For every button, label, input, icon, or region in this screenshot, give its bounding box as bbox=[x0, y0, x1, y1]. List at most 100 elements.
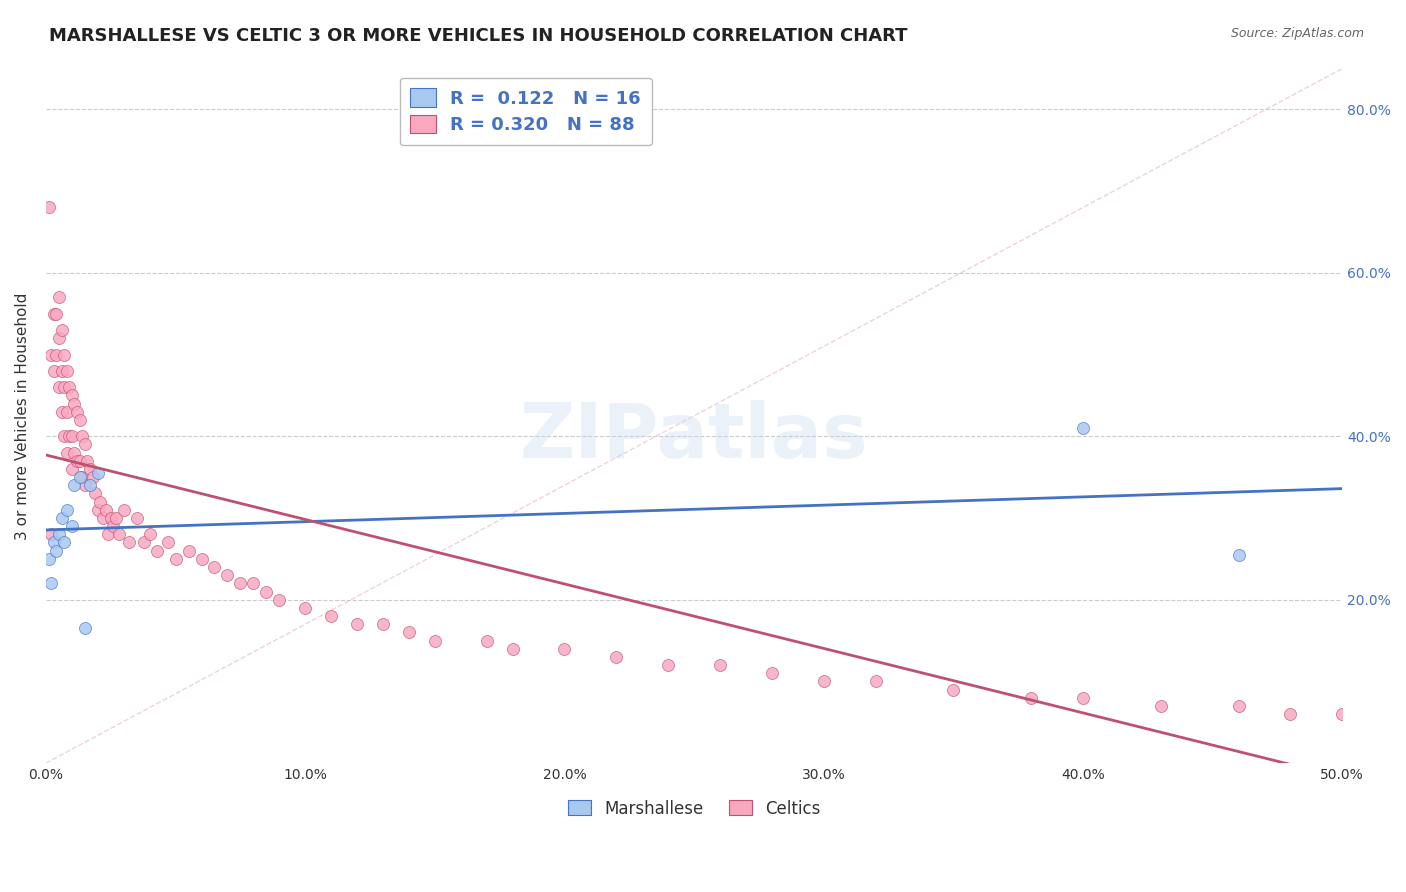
Point bbox=[242, 576, 264, 591]
Point bbox=[69, 413, 91, 427]
Point bbox=[60, 462, 83, 476]
Point bbox=[1227, 548, 1250, 562]
Point bbox=[605, 649, 627, 664]
Point bbox=[53, 380, 76, 394]
Point bbox=[97, 527, 120, 541]
Point bbox=[45, 543, 67, 558]
Point bbox=[38, 551, 60, 566]
Point bbox=[60, 429, 83, 443]
Point bbox=[51, 323, 73, 337]
Point bbox=[146, 543, 169, 558]
Point bbox=[94, 503, 117, 517]
Point bbox=[38, 201, 60, 215]
Point bbox=[79, 462, 101, 476]
Point bbox=[53, 535, 76, 549]
Point bbox=[73, 621, 96, 635]
Point bbox=[398, 625, 420, 640]
Point bbox=[76, 454, 98, 468]
Point bbox=[72, 470, 94, 484]
Point bbox=[73, 478, 96, 492]
Point bbox=[51, 511, 73, 525]
Legend: Marshallese, Celtics: Marshallese, Celtics bbox=[561, 793, 827, 824]
Point bbox=[42, 535, 65, 549]
Point bbox=[53, 429, 76, 443]
Point bbox=[1227, 698, 1250, 713]
Point bbox=[55, 503, 77, 517]
Point bbox=[217, 568, 239, 582]
Point bbox=[100, 511, 122, 525]
Point bbox=[60, 519, 83, 533]
Point bbox=[66, 454, 89, 468]
Point bbox=[63, 396, 86, 410]
Point bbox=[48, 380, 70, 394]
Point bbox=[138, 527, 160, 541]
Point bbox=[48, 290, 70, 304]
Point bbox=[60, 388, 83, 402]
Point bbox=[82, 470, 104, 484]
Point bbox=[103, 519, 125, 533]
Point bbox=[39, 527, 62, 541]
Point bbox=[79, 478, 101, 492]
Point bbox=[53, 347, 76, 361]
Point bbox=[55, 405, 77, 419]
Point bbox=[63, 478, 86, 492]
Text: Source: ZipAtlas.com: Source: ZipAtlas.com bbox=[1230, 27, 1364, 40]
Point bbox=[48, 331, 70, 345]
Point bbox=[39, 347, 62, 361]
Point bbox=[72, 429, 94, 443]
Text: MARSHALLESE VS CELTIC 3 OR MORE VEHICLES IN HOUSEHOLD CORRELATION CHART: MARSHALLESE VS CELTIC 3 OR MORE VEHICLES… bbox=[49, 27, 908, 45]
Point bbox=[107, 527, 129, 541]
Point bbox=[118, 535, 141, 549]
Point bbox=[204, 560, 226, 574]
Point bbox=[84, 486, 107, 500]
Point bbox=[89, 494, 111, 508]
Point bbox=[942, 682, 965, 697]
Point bbox=[51, 405, 73, 419]
Point bbox=[87, 503, 110, 517]
Point bbox=[254, 584, 277, 599]
Point bbox=[190, 551, 212, 566]
Point bbox=[371, 617, 394, 632]
Point bbox=[55, 364, 77, 378]
Point bbox=[1279, 707, 1302, 722]
Point bbox=[39, 576, 62, 591]
Point bbox=[63, 445, 86, 459]
Point bbox=[55, 445, 77, 459]
Point bbox=[165, 551, 187, 566]
Point bbox=[865, 674, 887, 689]
Point bbox=[42, 364, 65, 378]
Point bbox=[761, 666, 783, 681]
Point bbox=[709, 658, 731, 673]
Point bbox=[1019, 690, 1042, 705]
Point bbox=[229, 576, 252, 591]
Point bbox=[156, 535, 179, 549]
Point bbox=[657, 658, 679, 673]
Point bbox=[346, 617, 368, 632]
Point bbox=[269, 592, 291, 607]
Point bbox=[1071, 690, 1094, 705]
Point bbox=[69, 454, 91, 468]
Point bbox=[1384, 715, 1406, 730]
Point bbox=[104, 511, 127, 525]
Point bbox=[134, 535, 156, 549]
Text: ZIPatlas: ZIPatlas bbox=[520, 400, 869, 474]
Point bbox=[48, 527, 70, 541]
Point bbox=[423, 633, 446, 648]
Point bbox=[502, 641, 524, 656]
Point bbox=[813, 674, 835, 689]
Point bbox=[45, 307, 67, 321]
Point bbox=[321, 609, 343, 624]
Point bbox=[112, 503, 135, 517]
Point bbox=[58, 429, 80, 443]
Point bbox=[42, 307, 65, 321]
Point bbox=[1071, 421, 1094, 435]
Point bbox=[51, 364, 73, 378]
Point bbox=[69, 470, 91, 484]
Point bbox=[294, 600, 316, 615]
Point bbox=[58, 380, 80, 394]
Point bbox=[125, 511, 148, 525]
Y-axis label: 3 or more Vehicles in Household: 3 or more Vehicles in Household bbox=[15, 293, 30, 540]
Point bbox=[1150, 698, 1173, 713]
Point bbox=[66, 405, 89, 419]
Point bbox=[87, 466, 110, 480]
